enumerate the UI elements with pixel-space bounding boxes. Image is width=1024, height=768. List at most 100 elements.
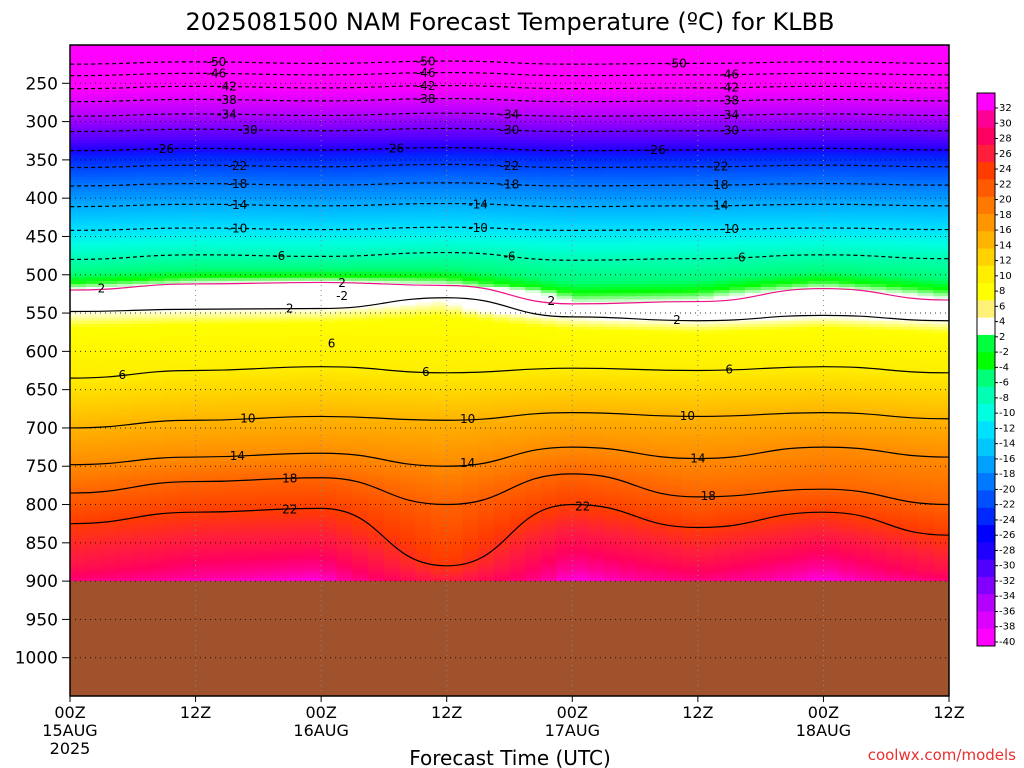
contour-label: -14 xyxy=(468,197,488,211)
colorbar-label: 22 xyxy=(999,179,1012,190)
contour-label: -38 xyxy=(217,93,237,107)
y-tick-label: 350 xyxy=(26,151,58,171)
x-tick-label: 16AUG xyxy=(293,721,348,740)
contour-label: 14 xyxy=(460,456,475,470)
colorbar-segment xyxy=(977,490,995,509)
contour-line xyxy=(70,112,949,117)
colorbar-segment xyxy=(977,213,995,232)
y-tick-label: 900 xyxy=(26,572,58,592)
colorbar-label: 2 xyxy=(999,332,1005,343)
contour-label: -18 xyxy=(228,177,248,191)
contour-label: 14 xyxy=(230,449,245,463)
x-tick-label: 12Z xyxy=(180,703,211,722)
y-tick-label: 600 xyxy=(26,342,58,362)
y-tick-label: 950 xyxy=(26,610,58,630)
colorbar-segment xyxy=(977,127,995,146)
colorbar-label: -30 xyxy=(999,561,1015,572)
contour-label: -14 xyxy=(228,198,248,212)
y-tick-label: 300 xyxy=(26,113,58,133)
contour-label: 2 xyxy=(338,276,346,290)
contour-label: 10 xyxy=(240,412,255,426)
contour-line xyxy=(70,412,949,429)
contour-line xyxy=(70,163,949,169)
colorbar-label: -24 xyxy=(999,515,1015,526)
contour-label: -6 xyxy=(734,250,746,264)
colorbar-segment xyxy=(977,93,995,111)
colorbar-segment xyxy=(977,455,995,474)
colorbar-label: -34 xyxy=(999,591,1015,602)
colorbar-label: -12 xyxy=(999,423,1015,434)
contour-label: -30 xyxy=(238,123,258,137)
contour-label: 2 xyxy=(673,313,681,327)
contour-label: -42 xyxy=(217,80,237,94)
colorbar-segment xyxy=(977,248,995,267)
y-tick-label: 450 xyxy=(26,227,58,247)
contour-label: 22 xyxy=(282,502,297,516)
colorbar-label: -16 xyxy=(999,454,1015,465)
colorbar-label: 6 xyxy=(999,301,1005,312)
contour-label: -18 xyxy=(709,178,729,192)
colorbar-segment xyxy=(977,334,995,353)
colorbar-segment xyxy=(977,144,995,163)
contour-label: 18 xyxy=(701,489,716,503)
contour-line xyxy=(70,71,949,77)
colorbar-segment xyxy=(977,404,995,422)
contour-label: -10 xyxy=(468,221,488,235)
colorbar-segment xyxy=(977,162,995,180)
colorbar-label: 4 xyxy=(999,317,1005,328)
colorbar-segment xyxy=(977,525,995,543)
colorbar-label: 20 xyxy=(999,195,1012,206)
colorbar-segment xyxy=(977,473,995,491)
contour-line xyxy=(70,98,949,103)
underground-fill xyxy=(70,581,949,696)
contour-label: -46 xyxy=(416,66,436,80)
contour-label: -50 xyxy=(667,57,687,71)
colorbar-label: -8 xyxy=(999,393,1009,404)
contour-label: 22 xyxy=(575,499,590,513)
x-tick-label: 00Z xyxy=(808,703,839,722)
x-tick-label: 18AUG xyxy=(796,721,851,740)
colorbar-segment xyxy=(977,265,995,284)
colorbar-label: -14 xyxy=(999,439,1015,450)
contour-label: -34 xyxy=(500,108,520,122)
x-axis-label: Forecast Time (UTC) xyxy=(409,746,611,768)
y-tick-label: 250 xyxy=(26,74,58,94)
colorbar-label: 28 xyxy=(999,134,1012,145)
colorbar-segment xyxy=(977,542,995,561)
contour-label: -26 xyxy=(385,142,405,156)
y-tick-label: 800 xyxy=(26,496,58,516)
x-tick-label: 17AUG xyxy=(545,721,600,740)
plot-frame xyxy=(69,44,950,697)
contour-label: 2 xyxy=(98,282,106,296)
colorbar-label: 16 xyxy=(999,225,1012,236)
contour-label: -10 xyxy=(719,222,739,236)
colorbar-segment xyxy=(977,369,995,388)
x-tick-label: 2025 xyxy=(50,739,91,758)
contour-label: -30 xyxy=(719,123,739,137)
contour-line xyxy=(70,202,949,208)
credit-text: coolwx.com/models xyxy=(868,746,1016,764)
y-tick-label: 500 xyxy=(26,266,58,286)
contour-line xyxy=(70,84,949,90)
colorbar-label: -26 xyxy=(999,530,1015,541)
contour-label: -46 xyxy=(207,67,227,81)
contour-label: -30 xyxy=(500,123,520,137)
contour-label: -34 xyxy=(217,107,237,121)
colorbar-segment xyxy=(977,110,995,129)
contour-label: -46 xyxy=(719,67,739,81)
y-tick-label: 400 xyxy=(26,189,58,209)
colorbar-label: 12 xyxy=(999,256,1012,267)
colorbar-label: 24 xyxy=(999,164,1012,175)
x-tick-label: 00Z xyxy=(557,703,588,722)
colorbar-label: -10 xyxy=(999,408,1015,419)
contour-line xyxy=(70,226,949,231)
colorbar-label: 26 xyxy=(999,149,1012,160)
colorbar-label: -32 xyxy=(999,576,1015,587)
y-tick-label: 750 xyxy=(26,457,58,477)
colorbar-label: -36 xyxy=(999,606,1015,617)
contour-line xyxy=(70,446,949,467)
contour-line xyxy=(70,503,949,567)
contour-label: 6 xyxy=(119,368,127,382)
